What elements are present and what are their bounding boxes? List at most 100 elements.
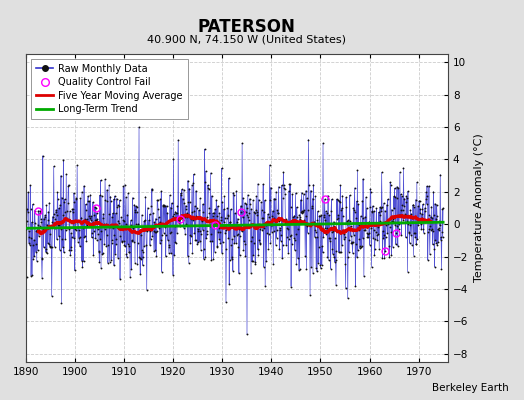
Point xyxy=(189,171,198,178)
Point xyxy=(155,225,163,231)
Point xyxy=(280,185,288,191)
Point xyxy=(172,210,181,216)
Point xyxy=(374,224,382,230)
Point xyxy=(115,197,124,203)
Point xyxy=(66,247,74,253)
Point xyxy=(80,258,88,264)
Point xyxy=(415,219,423,225)
Point xyxy=(241,253,249,259)
Point xyxy=(282,242,290,248)
Point xyxy=(91,217,99,223)
Point xyxy=(84,193,92,199)
Point xyxy=(432,240,441,246)
Point xyxy=(157,188,166,194)
Point xyxy=(35,223,43,229)
Point xyxy=(50,211,58,217)
Point xyxy=(400,196,409,202)
Point xyxy=(198,218,206,225)
Point xyxy=(405,230,413,236)
Point xyxy=(269,215,278,221)
Point xyxy=(169,272,177,278)
Point xyxy=(228,268,237,274)
Point xyxy=(378,204,386,210)
Point xyxy=(80,234,89,241)
Point xyxy=(359,176,367,182)
Point xyxy=(236,209,245,215)
Point xyxy=(352,241,360,247)
Point xyxy=(360,226,368,233)
Point xyxy=(292,204,301,210)
Point xyxy=(377,204,385,211)
Point xyxy=(223,205,232,211)
Point xyxy=(297,208,305,215)
Point xyxy=(405,229,413,236)
Point xyxy=(148,186,156,192)
Point xyxy=(343,220,351,227)
Point xyxy=(92,210,101,216)
Point xyxy=(251,259,259,266)
Point xyxy=(182,202,190,209)
Point xyxy=(253,246,261,252)
Point xyxy=(62,171,70,177)
Point xyxy=(226,206,235,212)
Point xyxy=(106,194,115,200)
Point xyxy=(385,254,394,260)
Point xyxy=(319,140,327,146)
Point xyxy=(70,199,79,206)
Point xyxy=(200,146,209,152)
Point xyxy=(252,207,260,213)
Point xyxy=(175,217,183,223)
Point xyxy=(132,221,140,227)
Point xyxy=(392,230,400,236)
Point xyxy=(101,176,109,182)
Point xyxy=(124,241,132,247)
Point xyxy=(99,250,107,256)
Point xyxy=(83,216,91,222)
Point xyxy=(393,222,401,229)
Point xyxy=(192,188,200,194)
Point xyxy=(357,221,366,228)
Point xyxy=(78,189,86,195)
Point xyxy=(40,214,49,220)
Point xyxy=(198,215,206,222)
Point xyxy=(268,213,277,219)
Point xyxy=(215,236,223,242)
Point xyxy=(347,223,355,230)
Point xyxy=(207,231,215,238)
Point xyxy=(112,236,121,242)
Point xyxy=(244,214,253,220)
Point xyxy=(140,243,148,250)
Point xyxy=(144,226,152,232)
Point xyxy=(304,182,313,188)
Point xyxy=(255,196,263,203)
Point xyxy=(159,202,168,208)
Point xyxy=(95,249,103,255)
Point xyxy=(68,206,77,212)
Point xyxy=(323,210,331,216)
Point xyxy=(129,227,138,234)
Point xyxy=(34,222,42,228)
Point xyxy=(181,206,190,212)
Point xyxy=(127,237,136,244)
Point xyxy=(363,230,372,236)
Point xyxy=(39,244,48,250)
Point xyxy=(380,254,389,261)
Point xyxy=(324,192,332,199)
Point xyxy=(223,212,232,218)
Point xyxy=(242,208,250,215)
Point xyxy=(391,194,400,200)
Point xyxy=(145,226,154,232)
Point xyxy=(290,247,299,253)
Point xyxy=(425,251,434,257)
Point xyxy=(361,214,369,220)
Point xyxy=(435,224,443,231)
Point xyxy=(32,227,40,234)
Point xyxy=(217,213,225,220)
Point xyxy=(185,185,193,192)
Point xyxy=(288,191,297,197)
Point xyxy=(192,212,201,219)
Point xyxy=(277,232,285,238)
Point xyxy=(145,211,154,217)
Point xyxy=(226,219,235,225)
Point xyxy=(46,244,54,250)
